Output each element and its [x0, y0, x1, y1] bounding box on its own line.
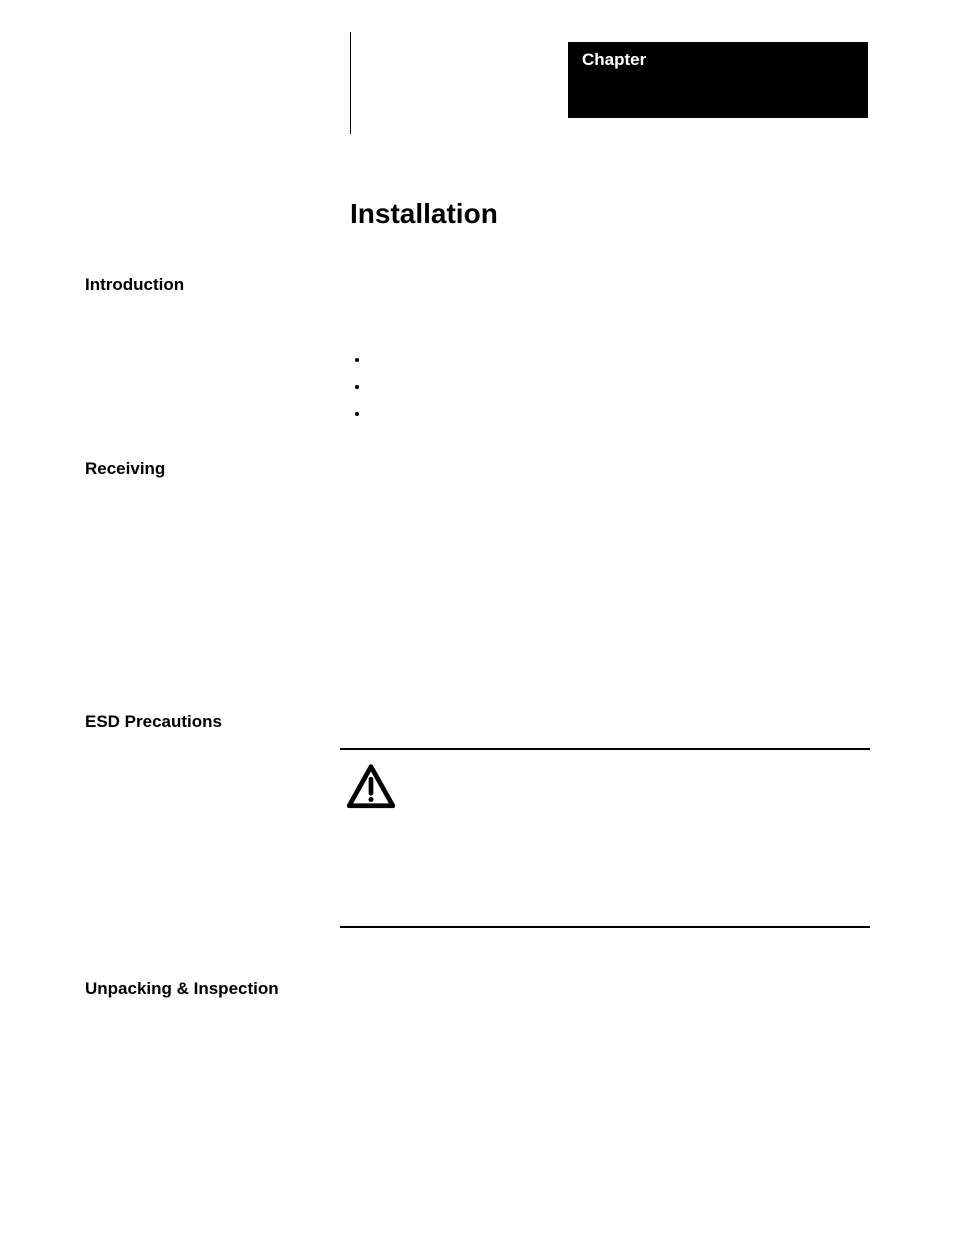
warning-block [340, 748, 870, 928]
vertical-divider [350, 32, 351, 134]
horizontal-rule [340, 748, 870, 750]
chapter-box: Chapter [568, 42, 868, 118]
page: Chapter Installation Introduction Receiv… [0, 0, 954, 1235]
chapter-box-label: Chapter [582, 50, 646, 69]
intro-bullet-list [350, 346, 370, 427]
chapter-title: Installation [350, 198, 498, 230]
horizontal-rule [340, 926, 870, 928]
section-heading-introduction: Introduction [85, 275, 184, 295]
section-heading-unpacking: Unpacking & Inspection [85, 979, 279, 999]
warning-triangle-icon [346, 762, 396, 812]
section-heading-receiving: Receiving [85, 459, 165, 479]
section-heading-esd: ESD Precautions [85, 712, 222, 732]
